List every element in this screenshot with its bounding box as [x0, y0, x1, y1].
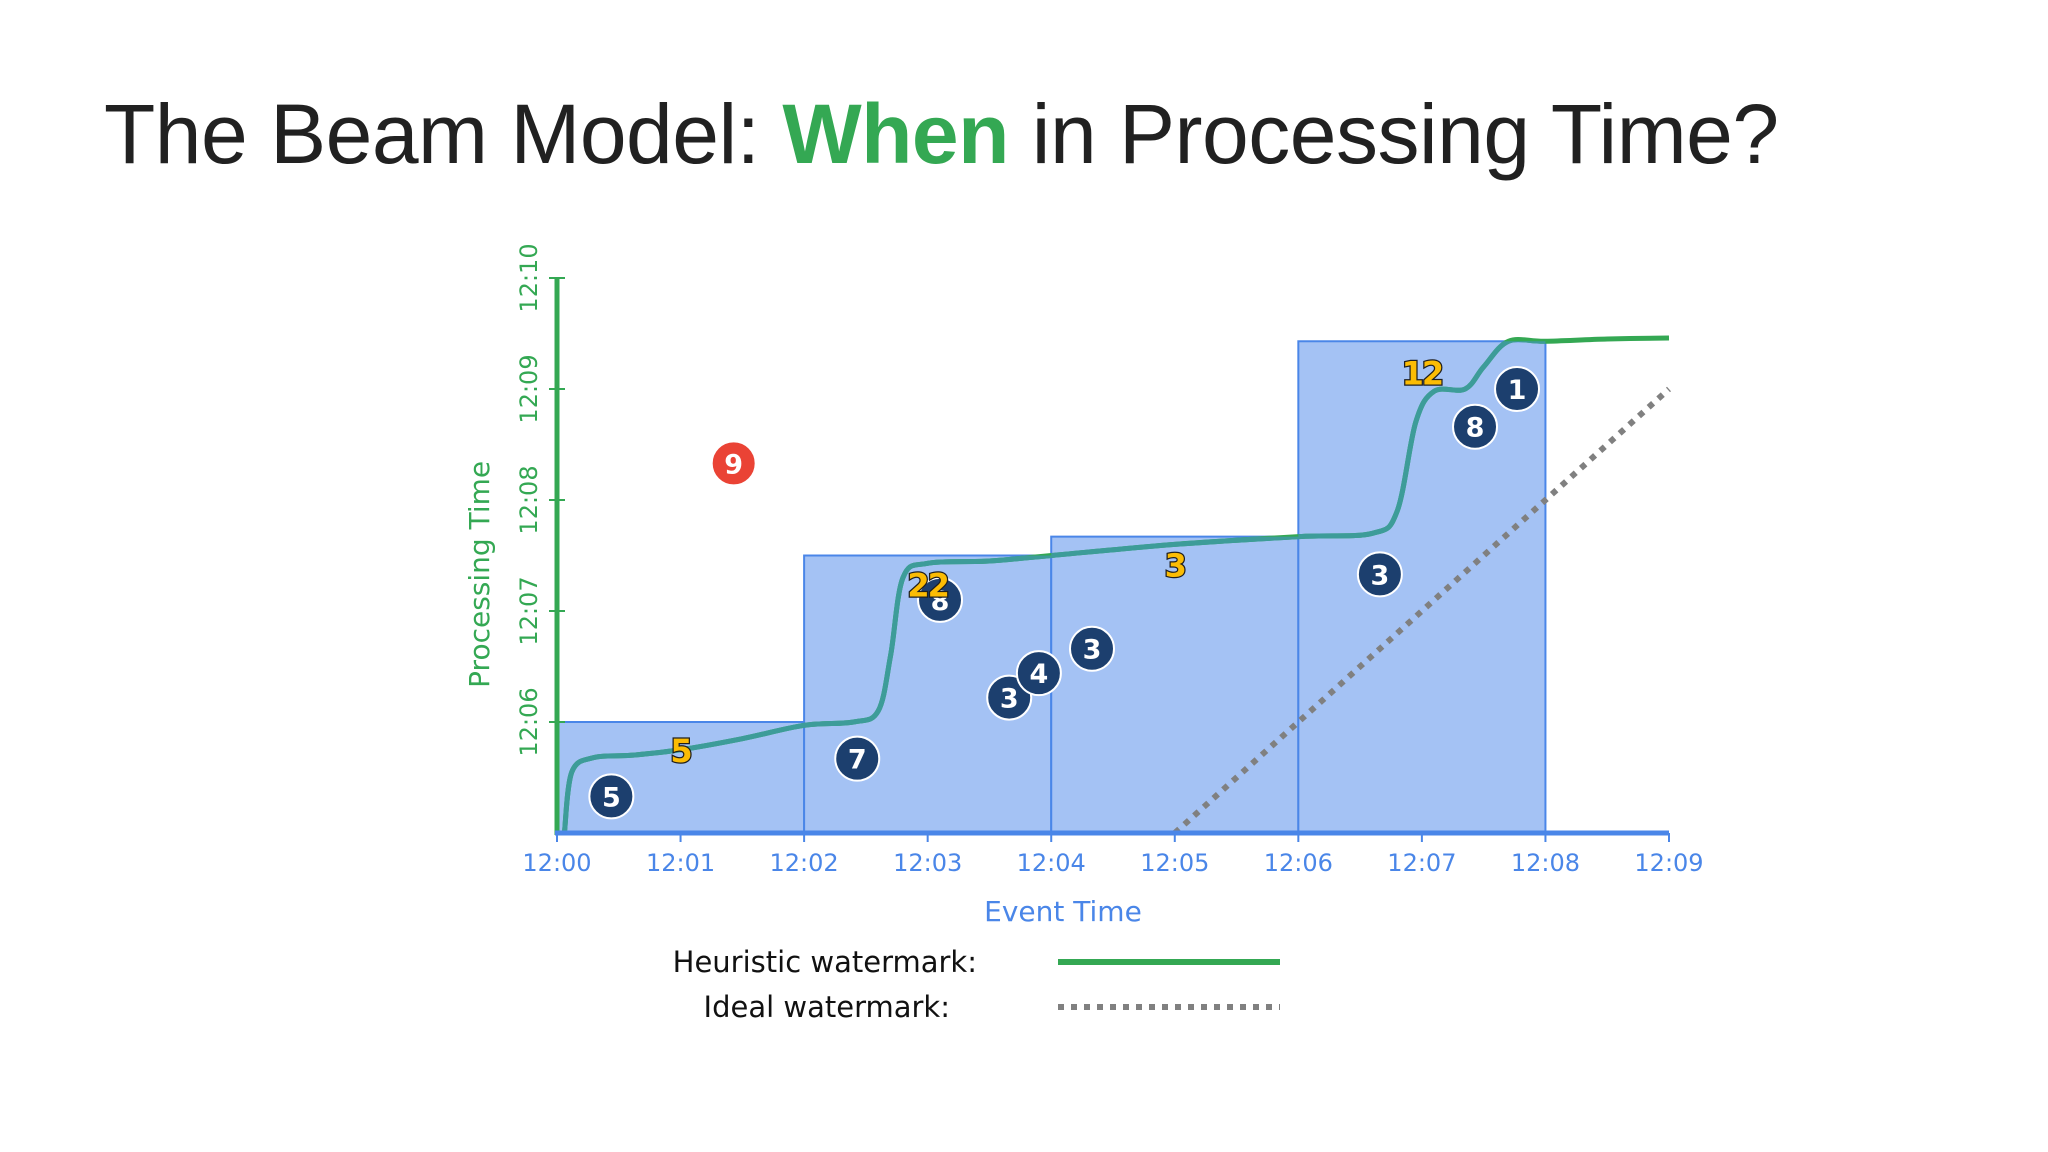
x-tick-label: 12:01: [646, 849, 715, 877]
x-axis-title: Event Time: [984, 895, 1142, 928]
title-highlight: When: [782, 87, 1009, 181]
heuristic-watermark-in-window: [561, 341, 1546, 833]
element-circle: [1356, 551, 1403, 598]
element: 3: [1356, 551, 1403, 598]
x-tick-label: 12:02: [770, 849, 839, 877]
element: 4: [1015, 650, 1062, 697]
title-suffix: in Processing Time?: [1008, 87, 1779, 181]
element: 5: [588, 773, 635, 820]
element-value: 5: [602, 782, 621, 813]
y-tick-label: 12:09: [515, 354, 543, 423]
element: 3: [1068, 625, 1115, 672]
x-tick-label: 12:04: [1017, 849, 1086, 877]
slide-title: The Beam Model: When in Processing Time?: [104, 86, 1779, 183]
element-value: 8: [931, 586, 950, 617]
element: 8: [1452, 403, 1499, 450]
element-circle: [917, 576, 964, 623]
element-circle: [1494, 366, 1541, 412]
x-tick-label: 12:00: [522, 849, 591, 877]
element-value: 9: [724, 449, 743, 480]
element-value: 1: [1508, 375, 1527, 406]
element: 1: [1494, 366, 1541, 412]
title-prefix: The Beam Model:: [104, 87, 783, 181]
pane-result: 12: [1402, 354, 1443, 392]
x-tick-label: 12:07: [1387, 849, 1456, 877]
element-value: 3: [1000, 684, 1019, 715]
element-circle: [1452, 403, 1499, 450]
x-tick-label: 12:03: [893, 849, 962, 877]
element-circle: [588, 773, 635, 820]
late-element: 9: [710, 440, 757, 487]
element: 8: [917, 576, 964, 623]
x-tick-label: 12:09: [1634, 849, 1703, 877]
element-value: 3: [1370, 560, 1389, 591]
element-circle: [834, 735, 881, 782]
y-tick-label: 12:06: [515, 687, 543, 756]
element-circle: [710, 440, 757, 487]
y-tick-label: 12:08: [515, 465, 543, 534]
x-tick-label: 12:06: [1264, 849, 1333, 877]
y-axis-title: Processing Time: [463, 461, 496, 688]
legend-label-heuristic: Heuristic watermark:: [673, 945, 977, 979]
element-circle: [1015, 650, 1062, 697]
element: 7: [834, 735, 881, 782]
element-value: 4: [1029, 659, 1048, 690]
element-value: 3: [1083, 635, 1102, 666]
y-tick-label: 12:07: [515, 576, 543, 645]
element-value: 7: [848, 745, 867, 776]
x-tick-label: 12:05: [1140, 849, 1209, 877]
y-tick-label: 12:10: [515, 243, 543, 312]
x-tick-label: 12:08: [1511, 849, 1580, 877]
legend-label-ideal: Ideal watermark:: [704, 990, 950, 1024]
legend: Heuristic watermark: Ideal watermark:: [673, 945, 1280, 1024]
element-value: 8: [1466, 413, 1485, 444]
pane-result: 3: [1165, 546, 1185, 584]
window-pane-4: [1297, 340, 1547, 834]
pane-result: 22: [907, 566, 948, 604]
element-circle: [1068, 625, 1115, 672]
pane-result: 5: [670, 732, 691, 770]
